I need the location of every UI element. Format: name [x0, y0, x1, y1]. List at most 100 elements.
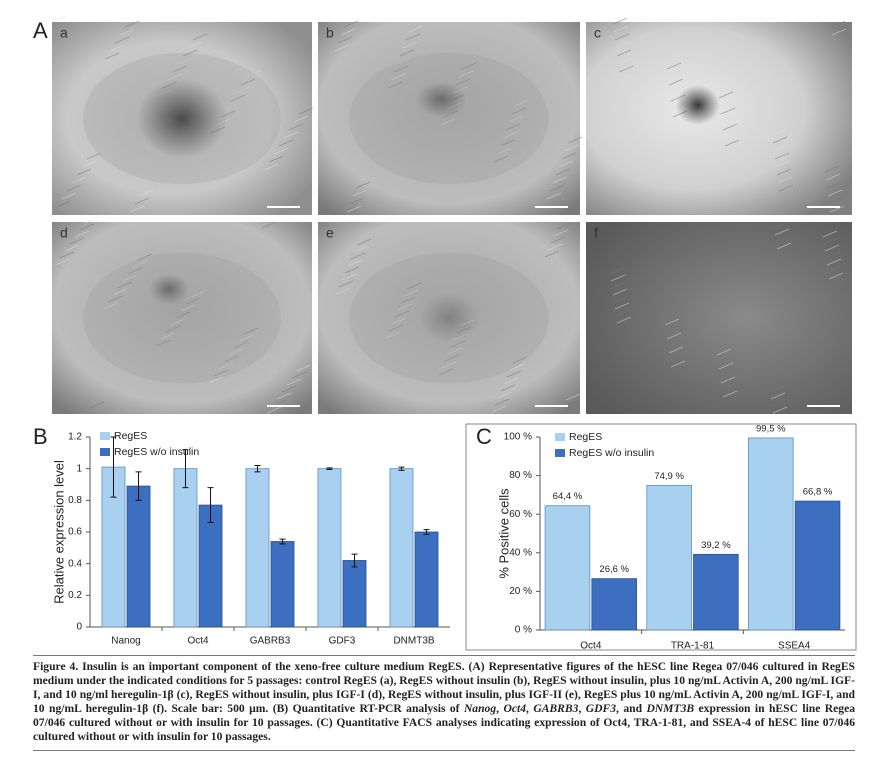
texture: [508, 115, 524, 123]
texture: [228, 348, 244, 356]
texture: [546, 192, 562, 200]
colony: [349, 52, 549, 185]
bar: [748, 437, 794, 631]
texture: [612, 288, 628, 296]
texture: [716, 348, 732, 356]
texture: [616, 49, 632, 57]
texture: [827, 189, 843, 197]
texture: [240, 78, 256, 86]
bar: [794, 500, 841, 631]
texture: [614, 302, 630, 310]
texture: [81, 160, 97, 168]
y-axis-label: Relative expression level: [51, 460, 66, 604]
texture: [293, 115, 309, 123]
texture: [772, 406, 788, 414]
texture: [167, 73, 183, 81]
micrograph: [52, 222, 312, 414]
subpanel-label: e: [326, 225, 334, 241]
texture: [771, 399, 787, 407]
texture: [117, 281, 133, 289]
texture: [350, 252, 366, 260]
texture: [64, 244, 80, 252]
texture: [826, 181, 842, 189]
caption-text: expression in hESC line Regea 07/046 cul…: [33, 702, 856, 743]
texture: [288, 123, 304, 131]
y-tick-label: 80 %: [509, 470, 532, 481]
texture: [177, 57, 193, 65]
x-tick-label: GABRB3: [250, 636, 291, 647]
legend-swatch: [555, 433, 565, 441]
texture: [408, 25, 424, 33]
texture: [59, 251, 75, 259]
texture: [393, 65, 409, 73]
texture: [771, 128, 787, 136]
texture: [502, 131, 518, 139]
texture: [775, 160, 791, 168]
texture: [668, 78, 684, 86]
texture: [618, 65, 634, 73]
texture: [503, 377, 519, 385]
texture: [273, 147, 289, 155]
bar: [544, 505, 591, 631]
texture: [500, 384, 516, 392]
texture: [406, 282, 422, 290]
texture: [266, 406, 282, 414]
texture: [276, 392, 292, 400]
x-tick-label: Nanog: [111, 636, 140, 647]
texture: [337, 36, 353, 44]
y-tick-label: 0: [76, 622, 82, 633]
texture: [349, 197, 365, 205]
texture: [511, 107, 527, 115]
y-tick-label: 0.4: [68, 558, 82, 569]
texture: [667, 70, 683, 78]
texture: [230, 94, 246, 102]
error-bar: [254, 465, 261, 473]
texture: [778, 184, 794, 192]
texture: [458, 70, 474, 78]
texture: [114, 36, 130, 44]
texture: [223, 355, 239, 363]
texture: [827, 265, 843, 273]
colony-center: [416, 81, 467, 118]
texture: [723, 131, 739, 139]
value-label: 74,9 %: [654, 471, 684, 482]
texture: [440, 118, 456, 126]
micrograph: [586, 22, 852, 215]
texture: [102, 302, 118, 310]
texture: [666, 62, 682, 70]
texture: [665, 325, 681, 333]
caption-text: ,: [496, 702, 504, 715]
error-bar: [423, 529, 430, 535]
texture: [829, 205, 845, 213]
texture: [107, 295, 123, 303]
error-bar: [135, 471, 142, 501]
texture: [61, 192, 77, 200]
bar: [198, 504, 223, 628]
texture: [722, 123, 738, 131]
caption-text: DNMT3B: [646, 702, 695, 715]
texture: [341, 273, 357, 281]
x-tick-label: GDF3: [329, 636, 356, 647]
texture: [450, 340, 466, 348]
texture: [668, 346, 684, 354]
texture: [825, 173, 841, 181]
bar: [317, 468, 342, 628]
texture: [79, 223, 95, 231]
y-tick-label: 1: [76, 463, 82, 474]
caption-text: ,: [526, 702, 534, 715]
value-label: 26,6 %: [599, 564, 629, 575]
texture: [119, 28, 135, 36]
texture: [721, 115, 737, 123]
texture: [124, 20, 140, 28]
texture: [497, 391, 513, 399]
legend-label: RegES w/o insulin: [114, 446, 199, 458]
texture: [669, 86, 685, 94]
texture: [283, 131, 299, 139]
texture: [770, 392, 786, 400]
texture: [619, 73, 635, 81]
texture: [725, 147, 741, 155]
texture: [493, 155, 509, 163]
texture: [828, 197, 844, 205]
error-bar: [326, 467, 333, 470]
